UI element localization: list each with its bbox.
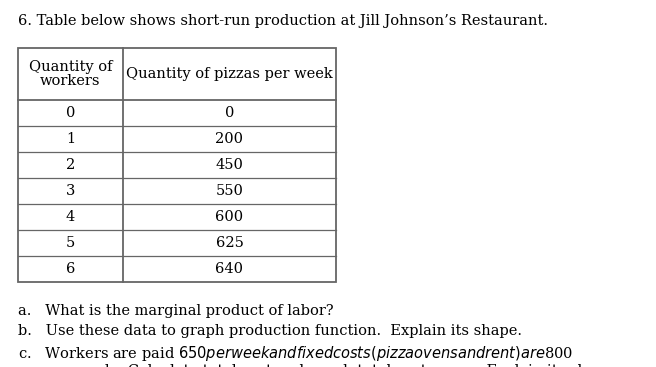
Text: 2: 2 [66,158,75,172]
Text: 4: 4 [66,210,75,224]
Text: 6. Table below shows short-run production at Jill Johnson’s Restaurant.: 6. Table below shows short-run productio… [18,14,548,28]
Text: 0: 0 [225,106,234,120]
Text: c.   Workers are paid $650 per week and fixed costs (pizza ovens and rent) are $: c. Workers are paid $650 per week and fi… [18,344,573,363]
Text: 5: 5 [66,236,75,250]
Text: 640: 640 [216,262,243,276]
Text: per week.  Calculate total cost and graph total cost curve.  Explain its shape.: per week. Calculate total cost and graph… [18,364,618,367]
Text: 550: 550 [216,184,243,198]
Text: 1: 1 [66,132,75,146]
Text: 0: 0 [66,106,75,120]
Text: 6: 6 [66,262,75,276]
Text: 625: 625 [216,236,243,250]
Text: b.   Use these data to graph production function.  Explain its shape.: b. Use these data to graph production fu… [18,324,522,338]
Text: Quantity of pizzas per week: Quantity of pizzas per week [126,67,333,81]
Text: 3: 3 [66,184,75,198]
Text: 600: 600 [215,210,243,224]
Text: workers: workers [40,74,101,88]
Text: Quantity of: Quantity of [29,60,112,74]
Text: a.   What is the marginal product of labor?: a. What is the marginal product of labor… [18,304,334,318]
Text: 450: 450 [216,158,243,172]
Text: 200: 200 [216,132,243,146]
